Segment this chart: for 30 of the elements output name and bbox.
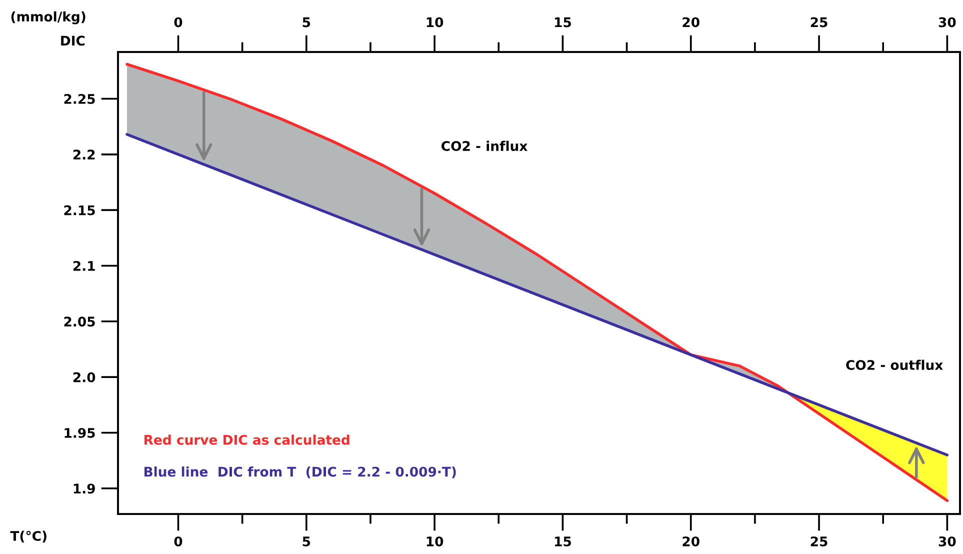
annotation: CO2 - outflux: [846, 360, 943, 370]
x-tick-label: 25: [810, 536, 828, 546]
x2-tick-label: 0: [174, 17, 182, 28]
x-tick-label: 5: [302, 536, 310, 546]
x2-tick-label: 20: [682, 17, 700, 28]
x2-tick-label: 5: [302, 17, 310, 28]
y-tick-label: 2.25: [64, 94, 95, 104]
x2-tick-label: 30: [938, 17, 956, 28]
x-tick-label: 20: [682, 536, 700, 546]
x2-tick-label: 25: [810, 17, 828, 28]
x-tick-label: 0: [174, 536, 182, 546]
text: Red curve DIC as calculated: [144, 434, 350, 445]
y-tick-label: 1.9: [74, 484, 95, 494]
x-axis-title: T(°C): [10, 530, 46, 542]
y-tick-label: 1.95: [64, 428, 95, 438]
x2-tick-label: 10: [426, 17, 444, 28]
y-tick-label: 2.0: [73, 372, 96, 382]
y-tick-label: 2.15: [64, 205, 95, 216]
x-tick-label: 30: [938, 536, 956, 546]
line-series: [126, 62, 949, 502]
x-tick-label: 10: [426, 536, 444, 546]
x-tick-label: 15: [555, 536, 571, 546]
y-tick-label: 2.05: [64, 316, 95, 327]
y-axis-title: DIC: [61, 36, 85, 46]
text: Blue line DIC from T (DIC = 2.2 - 0.009·T): [144, 466, 456, 478]
text: (mmol/kg): [11, 11, 86, 24]
annotation: CO2 - influx: [442, 140, 528, 151]
y-tick-label: 2.2: [73, 150, 95, 160]
x2-tick-label: 15: [555, 17, 571, 28]
y-tick-label: 2.1: [73, 260, 95, 271]
